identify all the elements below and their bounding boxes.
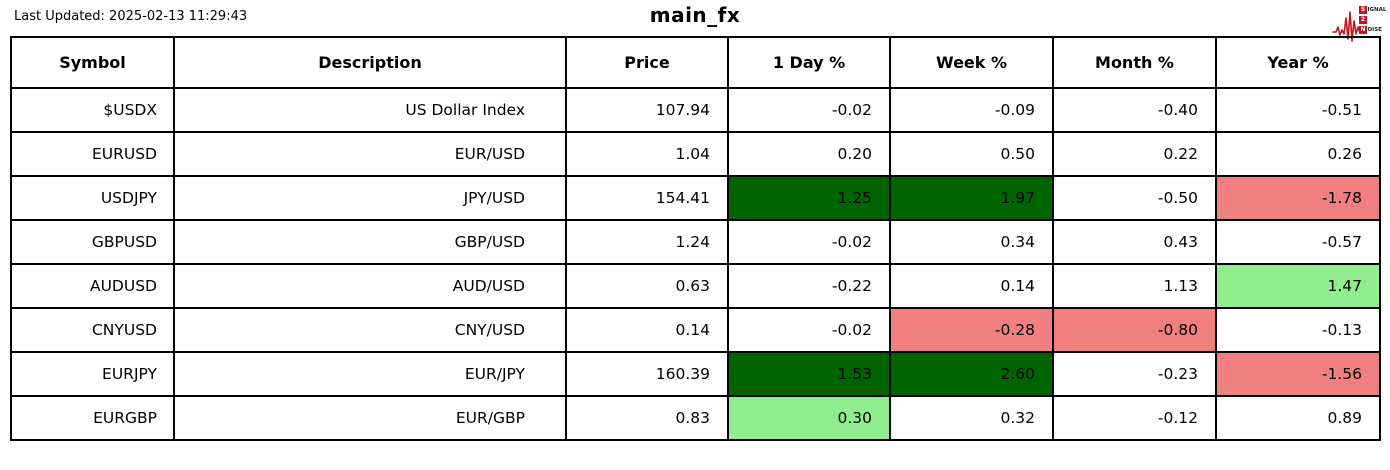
- cell-symbol: EURGBP: [10, 395, 175, 441]
- page-title: main_fx: [649, 3, 741, 27]
- cell-1-day-pct: -0.02: [727, 219, 891, 265]
- cell-symbol: $USDX: [10, 87, 175, 133]
- column-header-1-day: 1 Day %: [727, 36, 891, 89]
- cell-year-pct: -0.57: [1215, 219, 1381, 265]
- logo-letter-box: 2: [1359, 15, 1367, 24]
- cell-symbol: EURUSD: [10, 131, 175, 177]
- logo-line-signal: S IGNAL: [1359, 5, 1387, 14]
- signal2noise-logo: S IGNAL 2 N OISE: [1332, 2, 1388, 44]
- cell-price: 1.24: [565, 219, 729, 265]
- cell-year-pct: 0.89: [1215, 395, 1381, 441]
- cell-1-day-pct: -0.02: [727, 307, 891, 353]
- fx-rates-table: Symbol Description Price 1 Day % Week % Month…: [10, 36, 1381, 441]
- cell-symbol: GBPUSD: [10, 219, 175, 265]
- cell-year-pct: -0.13: [1215, 307, 1381, 353]
- column-header-symbol: Symbol: [10, 36, 175, 89]
- cell-year-pct: -0.51: [1215, 87, 1381, 133]
- cell-description: EUR/USD: [173, 131, 567, 177]
- cell-price: 107.94: [565, 87, 729, 133]
- logo-letter-box: N: [1359, 25, 1367, 34]
- cell-week-pct: 0.14: [889, 263, 1054, 309]
- cell-1-day-pct: -0.22: [727, 263, 891, 309]
- cell-symbol: AUDUSD: [10, 263, 175, 309]
- cell-description: GBP/USD: [173, 219, 567, 265]
- cell-week-pct: 2.60: [889, 351, 1054, 397]
- table-body: $USDX US Dollar Index 107.94 -0.02 -0.09 -0.4…: [10, 87, 1381, 441]
- table-row-usdjpy: USDJPY JPY/USD 154.41 1.25 1.97 -0.50 -1.78: [10, 175, 1381, 221]
- cell-symbol: CNYUSD: [10, 307, 175, 353]
- logo-letter-box: S: [1359, 5, 1367, 14]
- cell-description: EUR/GBP: [173, 395, 567, 441]
- cell-month-pct: 0.22: [1052, 131, 1217, 177]
- table-row-eurgbp: EURGBP EUR/GBP 0.83 0.30 0.32 -0.12 0.89: [10, 395, 1381, 441]
- header-row: Symbol Description Price 1 Day % Week % Month…: [10, 36, 1381, 89]
- table-row-cnyusd: CNYUSD CNY/USD 0.14 -0.02 -0.28 -0.80 -0.13: [10, 307, 1381, 353]
- column-header-month: Month %: [1052, 36, 1217, 89]
- cell-week-pct: 0.50: [889, 131, 1054, 177]
- cell-1-day-pct: -0.02: [727, 87, 891, 133]
- cell-month-pct: -0.23: [1052, 351, 1217, 397]
- cell-symbol: EURJPY: [10, 351, 175, 397]
- cell-month-pct: 1.13: [1052, 263, 1217, 309]
- cell-month-pct: -0.40: [1052, 87, 1217, 133]
- column-header-week: Week %: [889, 36, 1054, 89]
- cell-week-pct: 1.97: [889, 175, 1054, 221]
- cell-month-pct: -0.50: [1052, 175, 1217, 221]
- cell-week-pct: 0.34: [889, 219, 1054, 265]
- table-row-eurjpy: EURJPY EUR/JPY 160.39 1.53 2.60 -0.23 -1.56: [10, 351, 1381, 397]
- cell-month-pct: -0.80: [1052, 307, 1217, 353]
- cell-symbol: USDJPY: [10, 175, 175, 221]
- cell-year-pct: -1.78: [1215, 175, 1381, 221]
- cell-year-pct: 1.47: [1215, 263, 1381, 309]
- cell-description: US Dollar Index: [173, 87, 567, 133]
- cell-1-day-pct: 1.25: [727, 175, 891, 221]
- cell-1-day-pct: 0.30: [727, 395, 891, 441]
- table-row-usdx: $USDX US Dollar Index 107.94 -0.02 -0.09 -0.4…: [10, 87, 1381, 133]
- cell-description: JPY/USD: [173, 175, 567, 221]
- cell-month-pct: 0.43: [1052, 219, 1217, 265]
- cell-year-pct: 0.26: [1215, 131, 1381, 177]
- cell-price: 0.63: [565, 263, 729, 309]
- cell-price: 0.83: [565, 395, 729, 441]
- logo-text: S IGNAL 2 N OISE: [1359, 5, 1386, 35]
- cell-price: 154.41: [565, 175, 729, 221]
- column-header-year: Year %: [1215, 36, 1381, 89]
- cell-1-day-pct: 1.53: [727, 351, 891, 397]
- cell-1-day-pct: 0.20: [727, 131, 891, 177]
- cell-price: 0.14: [565, 307, 729, 353]
- table-row-eurusd: EURUSD EUR/USD 1.04 0.20 0.50 0.22 0.26: [10, 131, 1381, 177]
- column-header-description: Description: [173, 36, 567, 89]
- column-header-price: Price: [565, 36, 729, 89]
- last-updated-label: Last Updated: 2025-02-13 11:29:43: [14, 9, 248, 24]
- cell-month-pct: -0.12: [1052, 395, 1217, 441]
- cell-week-pct: -0.28: [889, 307, 1054, 353]
- cell-year-pct: -1.56: [1215, 351, 1381, 397]
- table-row-gbpusd: GBPUSD GBP/USD 1.24 -0.02 0.34 0.43 -0.57: [10, 219, 1381, 265]
- table-row-audusd: AUDUSD AUD/USD 0.63 -0.22 0.14 1.13 1.47: [10, 263, 1381, 309]
- logo-line-noise: N OISE: [1359, 25, 1382, 34]
- logo-line-2: 2: [1359, 15, 1386, 24]
- cell-description: EUR/JPY: [173, 351, 567, 397]
- cell-description: CNY/USD: [173, 307, 567, 353]
- cell-week-pct: 0.32: [889, 395, 1054, 441]
- cell-price: 1.04: [565, 131, 729, 177]
- cell-price: 160.39: [565, 351, 729, 397]
- cell-description: AUD/USD: [173, 263, 567, 309]
- cell-week-pct: -0.09: [889, 87, 1054, 133]
